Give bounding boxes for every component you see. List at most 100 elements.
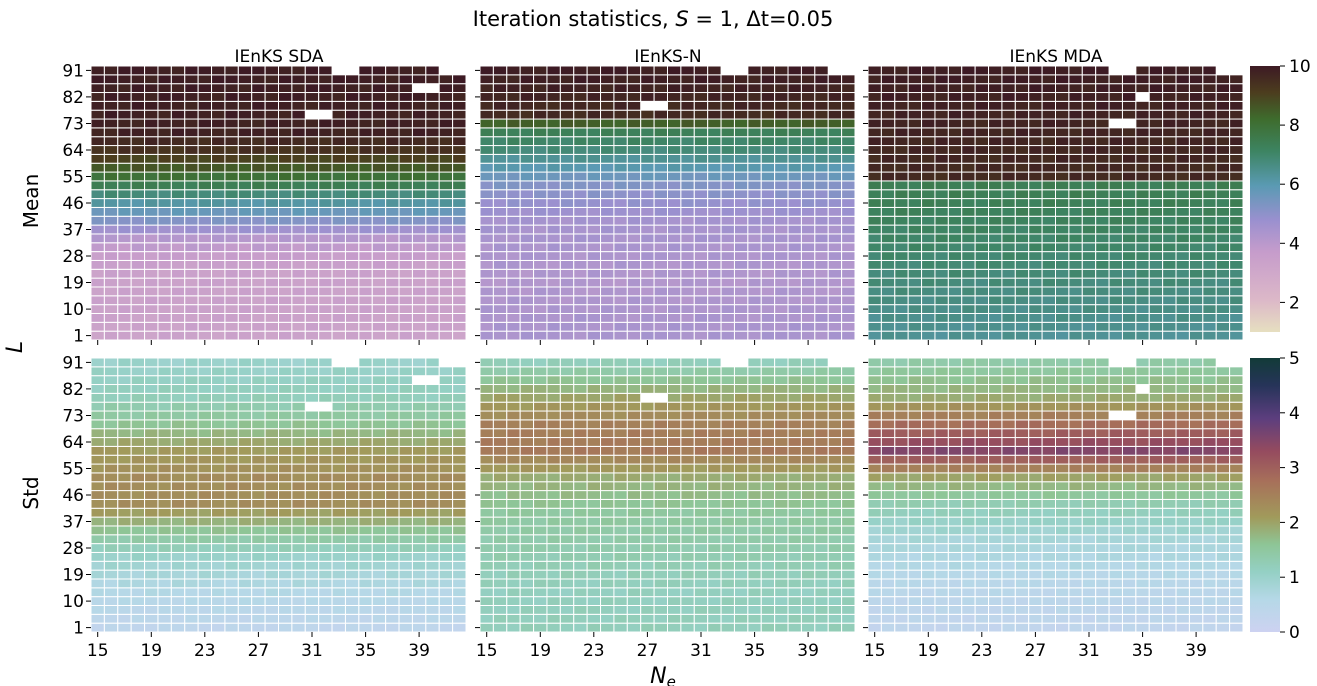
heatmap-cell [573, 74, 588, 85]
heatmap-cell [747, 118, 762, 129]
heatmap-cell [291, 189, 306, 200]
heatmap-cell [961, 74, 976, 85]
heatmap-cell [371, 454, 387, 465]
heatmap-cell [278, 74, 293, 85]
heatmap-cell [1121, 312, 1137, 323]
heatmap-cell [1135, 224, 1150, 235]
heatmap-cell [827, 286, 843, 297]
heatmap-cell [130, 162, 146, 173]
heatmap-cell [653, 277, 668, 288]
heatmap-cell [197, 472, 213, 483]
heatmap-cell [157, 384, 172, 394]
heatmap-cell [103, 560, 119, 571]
heatmap-cell [961, 304, 976, 314]
heatmap-cell [452, 437, 467, 447]
heatmap-cell [1121, 330, 1137, 341]
heatmap-cell [184, 472, 199, 483]
heatmap-cell [921, 472, 936, 483]
heatmap-cell [1068, 560, 1083, 571]
heatmap-cell [385, 622, 400, 633]
heatmap-cell [907, 198, 923, 208]
heatmap-cell [947, 498, 963, 509]
heatmap-cell [103, 330, 119, 341]
heatmap-cell [331, 613, 346, 624]
heatmap-cell [546, 65, 561, 76]
heatmap-cell [841, 295, 856, 306]
heatmap-cell [827, 481, 843, 492]
heatmap-cell [760, 65, 776, 76]
heatmap-cell [492, 100, 508, 111]
heatmap-cell [733, 136, 749, 147]
heatmap-cell [1108, 472, 1123, 483]
heatmap-cell [1081, 242, 1097, 253]
heatmap-cell [344, 92, 360, 102]
heatmap-cell [693, 330, 709, 341]
heatmap-cell [1202, 259, 1217, 270]
heatmap-cell [103, 357, 119, 368]
heatmap-cell [1162, 171, 1177, 182]
heatmap-cell [921, 153, 936, 164]
heatmap-cell [586, 277, 602, 288]
heatmap-cell [1095, 392, 1110, 403]
heatmap-cell [1095, 401, 1110, 412]
heatmap-cell [1081, 551, 1097, 562]
heatmap-cell [1014, 596, 1030, 606]
heatmap-cell [533, 454, 548, 465]
heatmap-cell [667, 242, 682, 253]
heatmap-cell [1041, 613, 1056, 624]
heatmap-cell [894, 330, 909, 341]
heatmap-cell [479, 401, 494, 412]
heatmap-cell [988, 259, 1003, 270]
figure-title-prefix: Iteration statistics, [473, 7, 676, 31]
heatmap-cell [921, 145, 936, 155]
heatmap-cell [237, 472, 253, 483]
heatmap-cell [1095, 136, 1110, 147]
heatmap-cell [880, 162, 896, 173]
heatmap-cell [774, 560, 789, 571]
heatmap-cell [867, 171, 882, 182]
heatmap-cell [130, 578, 146, 589]
heatmap-cell [184, 357, 199, 368]
heatmap-cell [947, 259, 963, 270]
heatmap-cell [747, 198, 762, 208]
heatmap-cell [613, 490, 628, 500]
heatmap-cell [90, 516, 105, 527]
heatmap-cell [827, 437, 843, 447]
heatmap-cell [304, 224, 320, 235]
heatmap-cell [358, 516, 373, 527]
heatmap-cell [117, 189, 132, 200]
heatmap-cell [1041, 330, 1056, 341]
heatmap-cell [1041, 366, 1056, 377]
heatmap-cell [894, 445, 909, 456]
heatmap-cell [693, 578, 709, 589]
heatmap-cell [626, 109, 642, 120]
heatmap-cell [880, 498, 896, 509]
heatmap-cell [787, 357, 802, 368]
heatmap-cell [1041, 481, 1056, 492]
heatmap-cell [988, 419, 1003, 430]
heatmap-cell [358, 74, 373, 85]
heatmap-cell [170, 180, 186, 191]
heatmap-cell [224, 92, 239, 102]
heatmap-cell [211, 171, 226, 182]
heatmap-cell [506, 330, 521, 341]
heatmap-cell [385, 384, 400, 394]
heatmap-cell [1095, 445, 1110, 456]
heatmap-cell [747, 100, 762, 111]
heatmap-cell [184, 498, 199, 509]
heatmap-cell [586, 622, 602, 633]
heatmap-cell [1041, 596, 1056, 606]
heatmap-cell [546, 596, 561, 606]
heatmap-cell [1162, 330, 1177, 341]
heatmap-cell [720, 463, 735, 474]
heatmap-cell [506, 384, 521, 394]
heatmap-cell [667, 604, 682, 615]
heatmap-cell [988, 410, 1003, 421]
heatmap-cell [974, 233, 990, 244]
heatmap-cell [800, 153, 816, 164]
heatmap-cell [1041, 410, 1056, 421]
heatmap-cell [90, 136, 105, 147]
heatmap-cell [733, 613, 749, 624]
heatmap-cell [680, 100, 695, 111]
heatmap-cell [720, 560, 735, 571]
